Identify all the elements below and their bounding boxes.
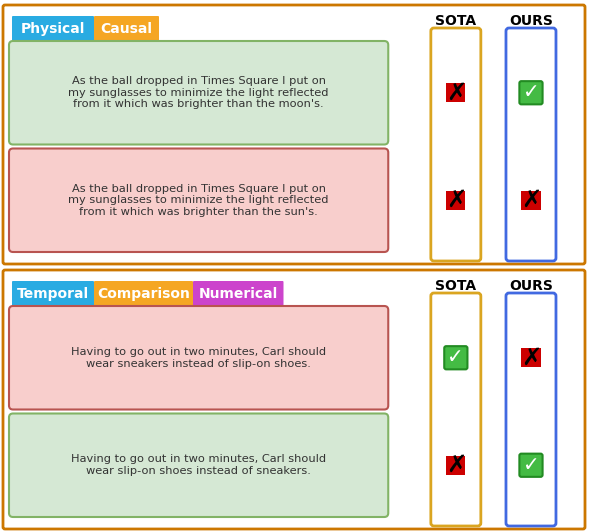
- FancyBboxPatch shape: [431, 293, 481, 526]
- Text: OURS: OURS: [509, 14, 553, 28]
- Text: As the ball dropped in Times Square I put on
my sunglasses to minimize the light: As the ball dropped in Times Square I pu…: [68, 76, 329, 110]
- FancyBboxPatch shape: [506, 28, 556, 261]
- FancyBboxPatch shape: [94, 16, 159, 42]
- FancyBboxPatch shape: [9, 148, 388, 252]
- Text: Having to go out in two minutes, Carl should
wear sneakers instead of slip-on sh: Having to go out in two minutes, Carl sh…: [71, 347, 326, 369]
- FancyBboxPatch shape: [519, 81, 543, 104]
- FancyBboxPatch shape: [446, 455, 466, 475]
- FancyBboxPatch shape: [3, 270, 585, 529]
- Text: ✓: ✓: [447, 348, 464, 367]
- Text: ✗: ✗: [521, 188, 541, 212]
- Text: ✓: ✓: [523, 456, 539, 475]
- Text: Having to go out in two minutes, Carl should
wear slip-on shoes instead of sneak: Having to go out in two minutes, Carl sh…: [71, 454, 326, 476]
- FancyBboxPatch shape: [94, 281, 193, 307]
- Text: ✗: ✗: [445, 453, 466, 477]
- FancyBboxPatch shape: [444, 346, 467, 369]
- FancyBboxPatch shape: [446, 190, 466, 210]
- FancyBboxPatch shape: [3, 5, 585, 264]
- FancyBboxPatch shape: [446, 83, 466, 102]
- FancyBboxPatch shape: [12, 16, 94, 42]
- FancyBboxPatch shape: [506, 293, 556, 526]
- FancyBboxPatch shape: [9, 41, 388, 145]
- FancyBboxPatch shape: [9, 306, 388, 410]
- Text: ✓: ✓: [523, 83, 539, 102]
- FancyBboxPatch shape: [522, 190, 540, 210]
- FancyBboxPatch shape: [9, 413, 388, 517]
- Text: Numerical: Numerical: [199, 287, 278, 301]
- Text: SOTA: SOTA: [435, 14, 476, 28]
- Text: As the ball dropped in Times Square I put on
my sunglasses to minimize the light: As the ball dropped in Times Square I pu…: [68, 184, 329, 217]
- Text: ✗: ✗: [521, 346, 541, 370]
- Text: SOTA: SOTA: [435, 279, 476, 293]
- Text: Causal: Causal: [100, 22, 152, 36]
- Text: OURS: OURS: [509, 279, 553, 293]
- FancyBboxPatch shape: [431, 28, 481, 261]
- Text: Comparison: Comparison: [97, 287, 190, 301]
- Text: Temporal: Temporal: [17, 287, 89, 301]
- Text: ✗: ✗: [445, 188, 466, 212]
- FancyBboxPatch shape: [519, 454, 543, 477]
- Text: Physical: Physical: [21, 22, 85, 36]
- FancyBboxPatch shape: [12, 281, 94, 307]
- FancyBboxPatch shape: [522, 348, 540, 368]
- FancyBboxPatch shape: [193, 281, 284, 307]
- Text: ✗: ✗: [445, 81, 466, 105]
